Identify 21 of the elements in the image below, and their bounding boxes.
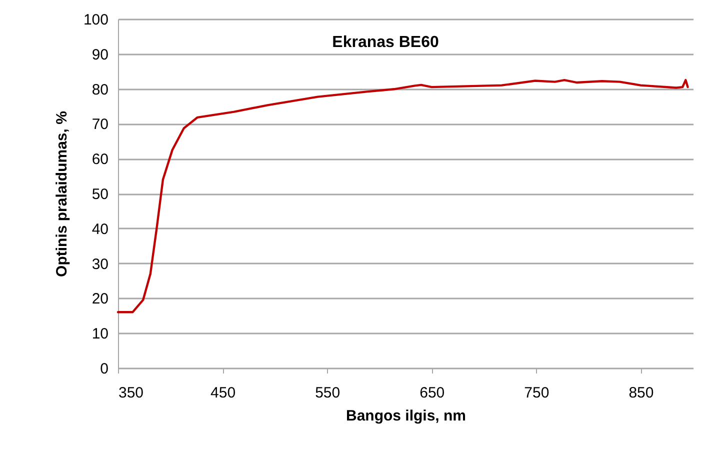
y-tick-label: 70	[92, 116, 108, 134]
y-tick-label: 30	[92, 256, 108, 273]
y-tick-label: 40	[92, 220, 108, 238]
y-tick-label: 100	[83, 12, 108, 28]
x-tick-label: 750	[524, 384, 550, 402]
y-tick-label: 0	[100, 360, 108, 378]
y-tick-label: 50	[92, 186, 108, 203]
y-tick-label: 10	[92, 326, 108, 343]
x-axis-title: Bangos ilgis, nm	[346, 408, 466, 424]
y-tick-label: 60	[92, 151, 108, 168]
y-tick-label: 90	[92, 46, 108, 64]
y-tick-label: 20	[92, 290, 108, 308]
x-tick-label: 550	[315, 384, 340, 402]
line-series	[116, 78, 689, 314]
x-tick-label: 650	[420, 384, 445, 402]
x-tick-label: 450	[210, 384, 236, 402]
y-axis-title: Optinis pralaidumas, %	[53, 111, 70, 277]
y-tick-label: 80	[92, 81, 108, 98]
x-tick-label: 850	[628, 384, 654, 402]
text: Ekranas BE60	[332, 34, 439, 51]
x-tick-label: 350	[118, 384, 144, 402]
